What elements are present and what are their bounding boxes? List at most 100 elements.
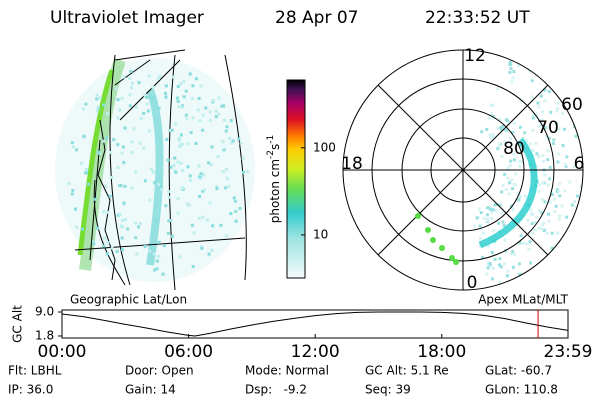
speckle: [486, 266, 490, 270]
speckle: [153, 181, 157, 185]
speckle: [176, 84, 180, 88]
speckle: [512, 252, 516, 256]
speckle: [570, 203, 574, 207]
speckle: [497, 263, 501, 267]
speckle: [489, 136, 493, 140]
speckle: [115, 249, 119, 253]
speckle: [491, 134, 495, 138]
speckle: [137, 81, 141, 85]
speckle: [508, 60, 512, 64]
altitude-line: [61, 311, 569, 337]
speckle: [537, 155, 541, 159]
speckle: [231, 139, 235, 143]
speckle: [102, 139, 106, 143]
speckle: [130, 81, 134, 85]
speckle: [514, 172, 518, 176]
speckle: [221, 140, 225, 144]
speckle: [478, 224, 482, 228]
speckle: [106, 241, 110, 245]
colorbar-tick-label: 10: [313, 227, 328, 241]
speckle: [531, 148, 535, 152]
speckle: [189, 131, 193, 135]
speckle: [548, 200, 552, 204]
speckle: [526, 218, 530, 222]
speckle: [143, 179, 147, 183]
speckle: [498, 117, 502, 121]
speckle: [174, 122, 178, 126]
speckle: [201, 113, 205, 117]
speckle: [518, 194, 522, 198]
speckle: [124, 218, 128, 222]
speckle: [555, 109, 559, 113]
speckle: [540, 211, 544, 215]
label-text: s: [268, 144, 282, 150]
speckle: [512, 70, 516, 74]
speckle: [554, 122, 558, 126]
speckle: [121, 225, 125, 229]
speckle: [171, 75, 175, 79]
speckle: [217, 96, 221, 100]
speckle: [75, 225, 79, 229]
speckle: [158, 74, 162, 78]
speckle: [130, 140, 134, 144]
speckle: [527, 247, 531, 251]
speckle: [87, 182, 91, 186]
speckle: [544, 134, 548, 138]
speckle: [194, 77, 198, 81]
speckle: [216, 154, 220, 158]
speckle: [120, 236, 124, 240]
speckle: [114, 86, 118, 90]
map-label: Apex MLat/MLT: [478, 293, 568, 307]
speckle: [503, 238, 507, 242]
speckle: [151, 85, 155, 89]
speckle: [551, 142, 555, 146]
speckle: [157, 77, 161, 81]
speckle: [241, 156, 245, 160]
speckle: [558, 182, 562, 186]
speckle: [543, 173, 547, 177]
speckle: [191, 265, 195, 269]
speckle: [201, 128, 205, 132]
speckle: [239, 141, 243, 145]
info: Dsp: -9.2: [245, 383, 307, 397]
speckle: [192, 231, 196, 235]
speckle: [575, 194, 579, 198]
speckle: [121, 145, 125, 149]
speckle: [528, 142, 532, 146]
speckle: [499, 127, 503, 131]
speckle: [500, 211, 504, 215]
speckle: [188, 72, 192, 76]
speckle: [518, 273, 522, 277]
speckle: [502, 224, 506, 228]
speckle: [539, 124, 543, 128]
speckle: [147, 129, 151, 133]
speckle: [143, 244, 147, 248]
speckle: [148, 95, 152, 99]
time: 22:33:52 UT: [425, 8, 530, 28]
altitude-frame: [61, 309, 569, 339]
speckle: [491, 103, 495, 107]
speckle: [178, 145, 182, 149]
speckle: [548, 165, 552, 169]
speckle: [511, 250, 515, 254]
speckle: [503, 140, 507, 144]
speckle: [128, 93, 132, 97]
speckle: [122, 201, 126, 205]
speckle: [539, 94, 543, 98]
speckle: [98, 96, 102, 100]
speckle: [558, 194, 562, 198]
speckle: [504, 118, 508, 122]
speckle: [203, 188, 207, 192]
speckle: [565, 215, 569, 219]
speckle: [169, 218, 173, 222]
speckle: [180, 186, 184, 190]
speckle: [546, 158, 550, 162]
speckle: [498, 257, 502, 261]
speckle: [543, 88, 547, 92]
speckle: [547, 212, 551, 216]
speckle: [542, 221, 546, 225]
speckle: [154, 219, 158, 223]
speckle: [119, 184, 123, 188]
speckle: [536, 101, 540, 105]
